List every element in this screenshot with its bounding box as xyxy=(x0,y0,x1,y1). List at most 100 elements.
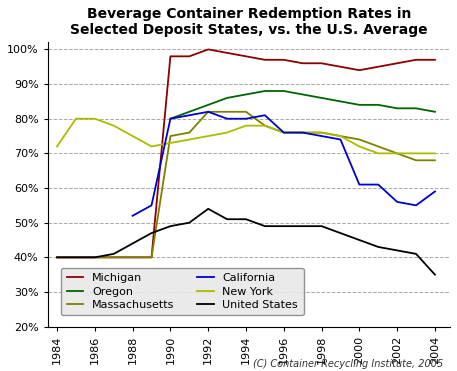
Oregon xyxy=(432,109,438,114)
Oregon xyxy=(206,103,211,107)
Michigan xyxy=(243,54,249,59)
United States xyxy=(394,248,400,253)
United States xyxy=(224,217,230,221)
Michigan xyxy=(168,54,173,59)
Massachusetts xyxy=(130,255,135,260)
Michigan xyxy=(111,255,117,260)
California xyxy=(186,113,192,118)
California xyxy=(262,113,268,118)
California xyxy=(376,182,381,187)
California xyxy=(149,203,154,208)
Oregon xyxy=(300,92,305,97)
Massachusetts xyxy=(243,109,249,114)
Michigan xyxy=(394,61,400,66)
New York xyxy=(356,144,362,149)
Massachusetts xyxy=(168,134,173,138)
Massachusetts xyxy=(432,158,438,162)
United States xyxy=(168,224,173,229)
California xyxy=(224,116,230,121)
Michigan xyxy=(356,68,362,72)
New York xyxy=(224,130,230,135)
New York xyxy=(130,134,135,138)
New York xyxy=(168,141,173,145)
Massachusetts xyxy=(92,255,98,260)
United States xyxy=(319,224,324,229)
Massachusetts xyxy=(111,255,117,260)
United States xyxy=(149,231,154,235)
Massachusetts xyxy=(224,109,230,114)
Text: (C) Container Recycling Institute, 2005: (C) Container Recycling Institute, 2005 xyxy=(253,359,443,369)
Oregon xyxy=(186,109,192,114)
New York xyxy=(281,130,287,135)
California xyxy=(130,214,135,218)
United States xyxy=(186,220,192,225)
California xyxy=(206,109,211,114)
Oregon xyxy=(319,96,324,100)
United States xyxy=(300,224,305,229)
New York xyxy=(319,130,324,135)
New York xyxy=(243,124,249,128)
Massachusetts xyxy=(54,255,60,260)
Line: Oregon: Oregon xyxy=(170,91,435,119)
Oregon xyxy=(281,89,287,93)
Legend: Michigan, Oregon, Massachusetts, California, New York, United States: Michigan, Oregon, Massachusetts, Califor… xyxy=(61,267,303,315)
California xyxy=(356,182,362,187)
Line: New York: New York xyxy=(57,119,435,153)
Michigan xyxy=(73,255,79,260)
Michigan xyxy=(186,54,192,59)
Massachusetts xyxy=(413,158,419,162)
Line: Michigan: Michigan xyxy=(57,49,435,257)
New York xyxy=(92,116,98,121)
Massachusetts xyxy=(262,124,268,128)
Massachusetts xyxy=(394,151,400,155)
New York xyxy=(186,137,192,142)
Michigan xyxy=(319,61,324,66)
Michigan xyxy=(413,58,419,62)
United States xyxy=(54,255,60,260)
New York xyxy=(376,151,381,155)
Michigan xyxy=(262,58,268,62)
Massachusetts xyxy=(206,109,211,114)
Michigan xyxy=(224,51,230,55)
California xyxy=(319,134,324,138)
New York xyxy=(206,134,211,138)
United States xyxy=(243,217,249,221)
United States xyxy=(281,224,287,229)
Massachusetts xyxy=(149,255,154,260)
California xyxy=(413,203,419,208)
Title: Beverage Container Redemption Rates in
Selected Deposit States, vs. the U.S. Ave: Beverage Container Redemption Rates in S… xyxy=(70,7,428,37)
New York xyxy=(394,151,400,155)
Oregon xyxy=(262,89,268,93)
New York xyxy=(111,124,117,128)
New York xyxy=(149,144,154,149)
Massachusetts xyxy=(338,134,343,138)
Michigan xyxy=(432,58,438,62)
Oregon xyxy=(356,103,362,107)
California xyxy=(300,130,305,135)
Line: Massachusetts: Massachusetts xyxy=(57,112,435,257)
California xyxy=(338,137,343,142)
United States xyxy=(356,238,362,242)
New York xyxy=(413,151,419,155)
Michigan xyxy=(149,255,154,260)
Michigan xyxy=(300,61,305,66)
California xyxy=(168,116,173,121)
Michigan xyxy=(54,255,60,260)
Massachusetts xyxy=(186,130,192,135)
Michigan xyxy=(92,255,98,260)
United States xyxy=(262,224,268,229)
Line: United States: United States xyxy=(57,209,435,275)
United States xyxy=(73,255,79,260)
California xyxy=(432,189,438,194)
New York xyxy=(338,134,343,138)
Oregon xyxy=(394,106,400,111)
United States xyxy=(111,252,117,256)
Massachusetts xyxy=(281,130,287,135)
Massachusetts xyxy=(356,137,362,142)
New York xyxy=(54,144,60,149)
Oregon xyxy=(338,99,343,104)
New York xyxy=(432,151,438,155)
Michigan xyxy=(338,65,343,69)
Michigan xyxy=(130,255,135,260)
United States xyxy=(338,231,343,235)
